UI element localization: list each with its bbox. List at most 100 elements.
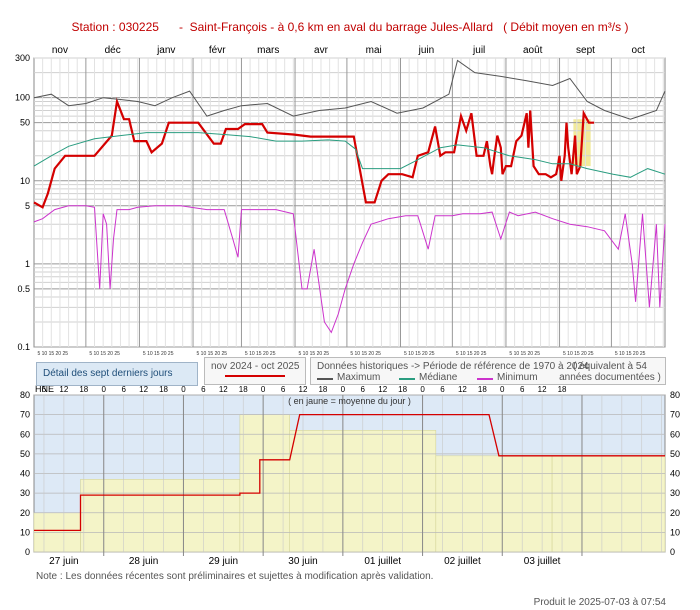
day-label: 03 juillet bbox=[524, 556, 561, 567]
day-tick-labels: 5 10 15 20 25 bbox=[350, 351, 381, 357]
y-tick-label-left: 50 bbox=[20, 449, 30, 459]
y-tick-label: 0.5 bbox=[17, 284, 30, 294]
day-tick-labels: 5 10 15 20 25 bbox=[404, 351, 435, 357]
y-tick-label-left: 0 bbox=[25, 547, 30, 557]
daily-mean-area bbox=[435, 455, 553, 553]
hour-tick-label: 12 bbox=[139, 385, 148, 394]
hour-tick-label: 0 bbox=[420, 385, 425, 394]
hour-tick-label: 12 bbox=[538, 385, 547, 394]
hour-tick-label: 12 bbox=[299, 385, 308, 394]
day-tick-labels: 5 10 15 20 25 bbox=[299, 351, 330, 357]
day-label: 01 juillet bbox=[364, 556, 401, 567]
month-label: oct bbox=[632, 45, 646, 56]
hourly-flow-line bbox=[34, 413, 665, 532]
detail-label-box: Détail des sept derniers jours bbox=[36, 362, 198, 386]
legend-med-label: Médiane bbox=[419, 372, 458, 383]
legend-min-swatch bbox=[477, 378, 493, 380]
y-tick-label-right: 40 bbox=[670, 469, 680, 479]
month-label: août bbox=[523, 45, 543, 56]
month-label: janv bbox=[156, 45, 175, 56]
day-label: 28 juin bbox=[129, 556, 158, 567]
y-tick-label-left: 60 bbox=[20, 429, 30, 439]
y-tick-label: 300 bbox=[15, 53, 30, 63]
y-tick-label: 5 bbox=[25, 201, 30, 211]
day-tick-labels: 5 10 15 20 25 bbox=[197, 351, 228, 357]
y-tick-label-right: 70 bbox=[670, 410, 680, 420]
hour-tick-label: 12 bbox=[458, 385, 467, 394]
hour-tick-label: 18 bbox=[239, 385, 248, 394]
hour-tick-label: 6 bbox=[440, 385, 445, 394]
y-tick-label: 0.1 bbox=[17, 342, 30, 352]
day-label: 27 juin bbox=[49, 556, 78, 567]
y-tick-label-right: 50 bbox=[670, 449, 680, 459]
hour-tick-label: 0 bbox=[261, 385, 266, 394]
day-tick-labels: 5 10 15 20 25 bbox=[615, 351, 646, 357]
month-label: juil bbox=[472, 45, 485, 56]
legend-max-swatch bbox=[317, 378, 333, 380]
series-line-nov-2024---oct-2025 bbox=[33, 97, 595, 209]
hour-tick-label: 6 bbox=[520, 385, 525, 394]
hour-tick-label: 12 bbox=[378, 385, 387, 394]
hour-tick-label: 12 bbox=[219, 385, 228, 394]
hour-tick-label: 0 bbox=[500, 385, 505, 394]
y-tick-label: 10 bbox=[20, 176, 30, 186]
y-tick-label-right: 80 bbox=[670, 390, 680, 400]
month-label: nov bbox=[52, 45, 68, 56]
day-label: 29 juin bbox=[209, 556, 238, 567]
month-label: sept bbox=[576, 45, 595, 56]
hour-tick-label: 6 bbox=[42, 385, 47, 394]
day-label: 30 juin bbox=[288, 556, 317, 567]
y-tick-label: 100 bbox=[15, 93, 30, 103]
y-tick-label-left: 40 bbox=[20, 469, 30, 479]
hour-tick-label: 18 bbox=[478, 385, 487, 394]
daily-mean-area bbox=[551, 455, 666, 553]
legend-med-swatch bbox=[399, 378, 415, 380]
legend-years-note: ( équivalent à 54 années documentées ) bbox=[559, 361, 661, 383]
hour-tick-label: 0 bbox=[102, 385, 107, 394]
hour-tick-label: 18 bbox=[159, 385, 168, 394]
y-tick-label-left: 20 bbox=[20, 508, 30, 518]
day-tick-labels: 5 10 15 20 25 bbox=[509, 351, 540, 357]
day-tick-labels: 5 10 15 20 25 bbox=[89, 351, 120, 357]
hour-tick-label: 6 bbox=[201, 385, 206, 394]
hour-tick-label: 0 bbox=[341, 385, 346, 394]
hour-tick-label: 6 bbox=[361, 385, 366, 394]
day-tick-labels: 5 10 15 20 25 bbox=[143, 351, 174, 357]
daily-mean-area bbox=[80, 479, 241, 553]
produced-timestamp: Produit le 2025-07-03 à 07:54 bbox=[533, 597, 666, 608]
day-tick-labels: 5 10 15 20 25 bbox=[37, 351, 68, 357]
hour-tick-label: 12 bbox=[59, 385, 68, 394]
y-tick-label-left: 80 bbox=[20, 390, 30, 400]
y-tick-label: 1 bbox=[25, 259, 30, 269]
detail-label: Détail des sept derniers jours bbox=[43, 368, 173, 379]
hour-tick-label: 18 bbox=[398, 385, 407, 394]
y-tick-label-right: 60 bbox=[670, 429, 680, 439]
legend-max-label: Maximum bbox=[337, 372, 381, 383]
legend-current-label: nov 2024 - oct 2025 bbox=[211, 361, 300, 372]
day-tick-labels: 5 10 15 20 25 bbox=[245, 351, 276, 357]
day-label: 02 juillet bbox=[444, 556, 481, 567]
hour-tick-label: 6 bbox=[281, 385, 286, 394]
y-tick-label-left: 10 bbox=[20, 527, 30, 537]
hour-tick-label: 6 bbox=[121, 385, 126, 394]
hour-tick-label: 18 bbox=[318, 385, 327, 394]
day-tick-labels: 5 10 15 20 25 bbox=[563, 351, 594, 357]
y-tick-label-right: 0 bbox=[670, 547, 675, 557]
daily-mean-note: ( en jaune = moyenne du jour ) bbox=[288, 396, 411, 406]
series-line-maximum bbox=[33, 59, 666, 120]
hour-tick-label: 18 bbox=[79, 385, 88, 394]
chart-title: Station : 030225 - Saint-François - à 0,… bbox=[71, 20, 629, 34]
y-tick-label-right: 20 bbox=[670, 508, 680, 518]
y-tick-label-left: 70 bbox=[20, 410, 30, 420]
month-label: avr bbox=[314, 45, 329, 56]
y-tick-label-right: 30 bbox=[670, 488, 680, 498]
x-label-hne: HNE bbox=[35, 384, 54, 394]
month-label: déc bbox=[105, 45, 121, 56]
legend-current-box: nov 2024 - oct 2025 bbox=[204, 357, 306, 385]
month-label: févr bbox=[209, 45, 226, 56]
month-label: juin bbox=[418, 45, 435, 56]
legend-min-label: Minimum bbox=[497, 372, 538, 383]
month-label: mars bbox=[257, 45, 279, 56]
